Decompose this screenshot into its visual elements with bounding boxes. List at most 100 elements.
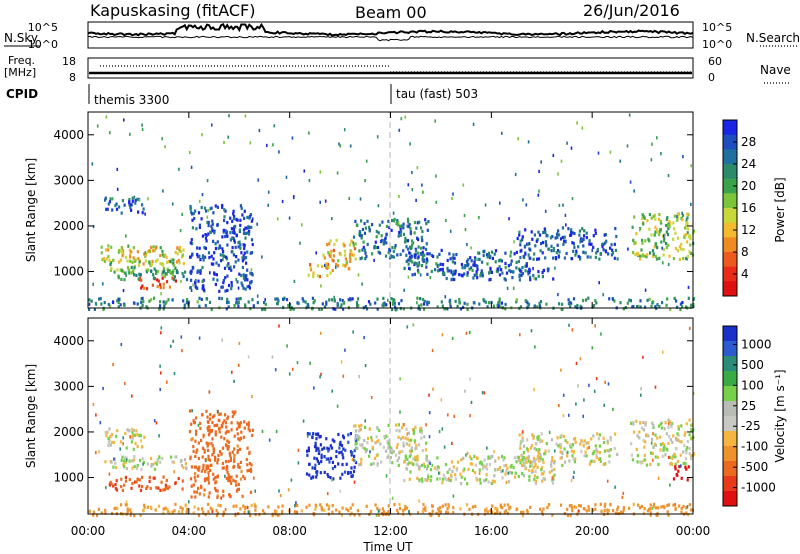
scatter-cell: [124, 431, 127, 435]
scatter-cell: [390, 228, 393, 232]
scatter-cell: [491, 504, 494, 508]
scatter-cell: [340, 450, 343, 454]
scatter-cell: [674, 465, 677, 469]
scatter-cell: [408, 454, 411, 458]
scatter-cell: [197, 423, 200, 427]
scatter-cell: [649, 511, 652, 515]
scatter-cell: [332, 248, 336, 253]
scatter-cell: [349, 450, 353, 454]
scatter-cell: [582, 237, 585, 241]
scatter-cell: [309, 361, 311, 365]
scatter-cell: [343, 128, 346, 132]
scatter-cell: [305, 505, 308, 509]
scatter-cell: [657, 217, 661, 221]
scatter-cell: [566, 454, 569, 458]
scatter-cell: [116, 187, 119, 191]
scatter-cell: [230, 481, 233, 485]
scatter-cell: [319, 170, 322, 174]
scatter-cell: [460, 475, 463, 479]
scatter-cell: [193, 490, 196, 494]
scatter-cell: [159, 283, 162, 287]
scatter-cell: [138, 260, 141, 264]
scatter-cell: [465, 259, 469, 263]
scatter-cell: [580, 439, 583, 443]
scatter-cell: [106, 430, 109, 434]
scatter-cell: [211, 507, 214, 511]
scatter-cell: [463, 467, 466, 471]
scatter-cell: [591, 305, 594, 309]
scatter-cell: [604, 462, 607, 466]
scatter-cell: [485, 253, 489, 257]
scatter-cell: [226, 429, 229, 433]
scatter-cell: [350, 511, 353, 515]
scatter-cell: [686, 231, 689, 235]
scatter-cell: [223, 419, 226, 423]
scatter-cell: [420, 431, 423, 435]
scatter-cell: [88, 509, 91, 513]
scatter-cell: [652, 424, 655, 428]
scatter-cell: [406, 457, 409, 461]
scatter-cell: [319, 471, 322, 475]
scatter-cell: [629, 180, 632, 184]
scatter-cell: [561, 235, 564, 239]
scatter-cell: [157, 504, 161, 508]
scatter-cell: [335, 508, 338, 512]
scatter-cell: [344, 348, 346, 352]
scatter-cell: [470, 266, 473, 270]
scatter-cell: [587, 508, 591, 512]
scatter-cell: [474, 463, 477, 467]
scatter-cell: [320, 505, 323, 509]
freq-unit: [MHz]: [4, 66, 36, 79]
scatter-cell: [406, 432, 408, 436]
scatter-cell: [407, 262, 410, 266]
scatter-cell: [561, 302, 564, 306]
scatter-cell: [314, 503, 317, 507]
scatter-cell: [227, 440, 231, 444]
scatter-cell: [162, 488, 165, 492]
scatter-cell: [574, 457, 577, 461]
scatter-cell: [123, 203, 126, 207]
scatter-cell: [573, 505, 576, 509]
scatter-cell: [639, 228, 641, 232]
scatter-cell: [687, 285, 690, 289]
scatter-cell: [133, 454, 136, 459]
scatter-cell: [345, 462, 348, 466]
scatter-cell: [430, 475, 433, 479]
scatter-cell: [553, 473, 556, 477]
scatter-cell: [515, 250, 518, 254]
scatter-cell: [632, 430, 636, 434]
scatter-cell: [438, 430, 441, 434]
scatter-cell: [686, 212, 689, 216]
scatter-cell: [343, 300, 346, 304]
scatter-cell: [318, 275, 321, 279]
scatter-cell: [680, 424, 683, 428]
scatter-cell: [206, 420, 209, 424]
scatter-cell: [401, 435, 404, 439]
colorbar-tick-label: 12: [741, 223, 756, 237]
scatter-cell: [315, 437, 318, 441]
scatter-cell: [174, 502, 177, 506]
scatter-cell: [649, 503, 652, 507]
scatter-cell: [443, 445, 446, 449]
scatter-cell: [229, 266, 232, 270]
scatter-cell: [475, 264, 478, 268]
scatter-cell: [545, 442, 548, 446]
scatter-cell: [213, 251, 216, 255]
scatter-cell: [409, 470, 412, 474]
scatter-cell: [341, 463, 344, 467]
scatter-cell: [347, 471, 350, 475]
scatter-cell: [325, 300, 328, 304]
scatter-cell: [441, 263, 445, 267]
scatter-cell: [282, 297, 285, 301]
scatter-cell: [311, 435, 314, 440]
scatter-cell: [616, 257, 619, 261]
scatter-cell: [120, 277, 123, 281]
scatter-cell: [111, 208, 114, 212]
scatter-cell: [526, 508, 529, 513]
scatter-cell: [110, 245, 113, 249]
scatter-cell: [515, 266, 518, 270]
scatter-cell: [558, 250, 561, 254]
scatter-cell: [112, 440, 116, 445]
scatter-cell: [669, 307, 672, 311]
scatter-cell: [452, 192, 454, 196]
